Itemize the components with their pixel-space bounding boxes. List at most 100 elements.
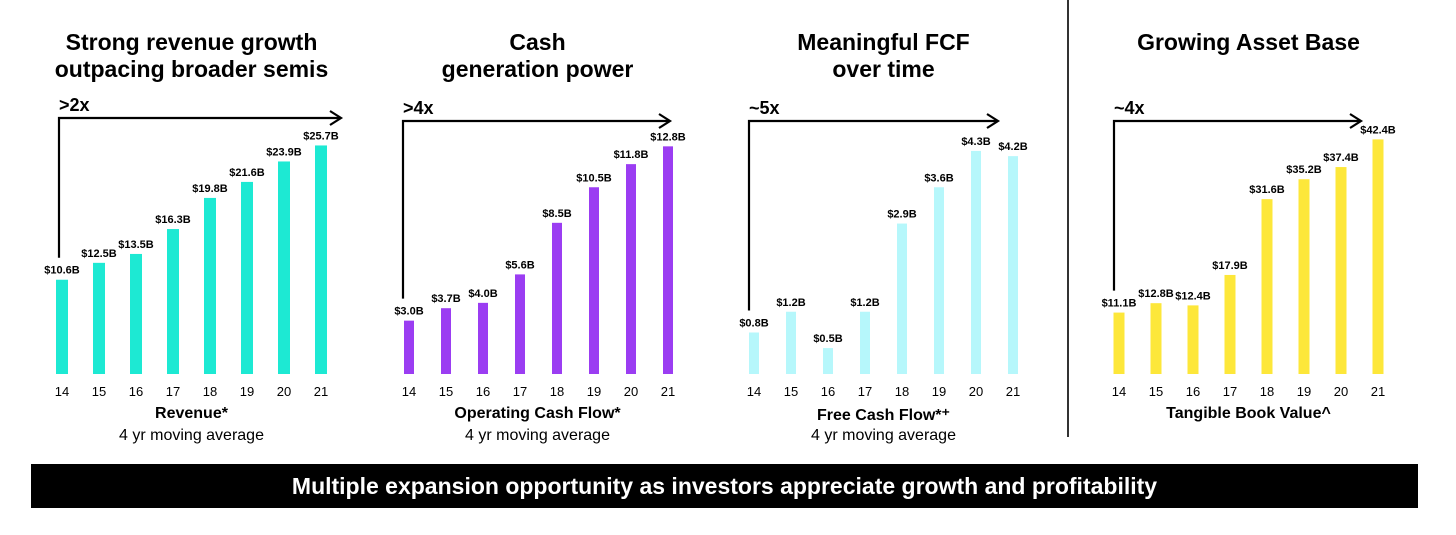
bar-20 xyxy=(278,161,290,374)
growth-multiplier: >4x xyxy=(403,98,434,118)
bar-chart-free-cash-flow: $0.8B 14 $1.2B 15 $0.5B 16 $1.2B 17 $2.9B 18 $3.6B… xyxy=(739,98,1027,399)
x-tick-label-21: 21 xyxy=(1371,384,1385,399)
x-tick-label-16: 16 xyxy=(129,384,143,399)
arrow-head-icon xyxy=(658,113,673,129)
growth-multiplier: ~5x xyxy=(749,98,780,118)
bar-chart-tangible-book-value: $11.1B 14 $12.8B 15 $12.4B 16 $17.9B 17 $31.6B 18… xyxy=(1102,98,1396,399)
bar-14 xyxy=(749,332,759,374)
chart-caption: Revenue* xyxy=(155,405,228,422)
data-label-15: $12.8B xyxy=(1138,288,1174,300)
x-tick-label-14: 14 xyxy=(747,384,761,399)
data-label-16: $12.4B xyxy=(1175,290,1211,302)
data-label-15: $1.2B xyxy=(776,297,805,309)
data-label-20: $23.9B xyxy=(266,146,302,158)
chart-title-line-1: Meaningful FCF xyxy=(797,29,970,55)
x-tick-label-17: 17 xyxy=(1223,384,1237,399)
chart-title-line-1: Cash xyxy=(509,29,566,55)
data-label-21: $25.7B xyxy=(303,130,339,142)
growth-multiplier: >2x xyxy=(59,95,90,115)
x-tick-label-17: 17 xyxy=(166,384,180,399)
arrow-head-icon xyxy=(1349,113,1364,129)
data-label-17: $5.6B xyxy=(505,259,534,271)
chart-title-line-2: outpacing broader semis xyxy=(54,56,329,82)
bar-15 xyxy=(786,311,796,374)
data-label-20: $4.3B xyxy=(961,136,990,148)
x-tick-label-20: 20 xyxy=(277,384,291,399)
data-label-14: $10.6B xyxy=(44,265,80,277)
chart-caption: Free Cash Flow*⁺ xyxy=(817,407,950,424)
x-tick-label-21: 21 xyxy=(314,384,328,399)
x-tick-label-19: 19 xyxy=(932,384,946,399)
x-tick-label-15: 15 xyxy=(439,384,453,399)
data-label-16: $0.5B xyxy=(813,333,842,345)
chart-title: Growing Asset Base xyxy=(1062,29,1435,56)
chart-panel-revenue: Strong revenue growth outpacing broader … xyxy=(0,0,383,450)
growth-arrow xyxy=(401,119,669,299)
bar-18 xyxy=(552,222,562,374)
data-label-19: $3.6B xyxy=(924,172,953,184)
bar-15 xyxy=(441,308,451,374)
data-label-19: $10.5B xyxy=(576,172,612,184)
chart-title: Cash generation power xyxy=(346,29,729,83)
x-tick-label-14: 14 xyxy=(402,384,416,399)
chart-panel-operating-cash-flow: Cash generation power $3.0B 14 $3.7B 15 $4.0… xyxy=(346,0,729,450)
bar-17 xyxy=(167,229,179,374)
chart-title-line-1: Growing Asset Base xyxy=(1137,29,1360,55)
data-label-14: $0.8B xyxy=(739,318,768,330)
bottom-banner: Multiple expansion opportunity as invest… xyxy=(31,464,1418,508)
x-tick-label-17: 17 xyxy=(858,384,872,399)
chart-caption: Operating Cash Flow* xyxy=(454,405,621,422)
bar-17 xyxy=(1224,274,1236,374)
chart-title-line-2: over time xyxy=(832,56,935,82)
data-label-18: $2.9B xyxy=(887,209,916,221)
x-tick-label-21: 21 xyxy=(661,384,675,399)
data-label-17: $17.9B xyxy=(1212,260,1248,272)
x-tick-label-20: 20 xyxy=(969,384,983,399)
bar-19 xyxy=(934,187,944,374)
data-label-18: $31.6B xyxy=(1249,184,1285,196)
bar-16 xyxy=(130,253,142,374)
data-label-14: $11.1B xyxy=(1102,298,1137,310)
data-label-21: $42.4B xyxy=(1360,124,1396,136)
bar-16 xyxy=(478,302,488,374)
data-label-17: $16.3B xyxy=(155,214,191,226)
chart-panel-tangible-book-value: Growing Asset Base $11.1B 14 $12.8B 15 $12.4… xyxy=(1062,0,1435,450)
x-tick-label-18: 18 xyxy=(550,384,564,399)
x-tick-label-17: 17 xyxy=(513,384,527,399)
bar-17 xyxy=(860,311,870,374)
x-tick-label-18: 18 xyxy=(895,384,909,399)
arrow-head-icon xyxy=(986,113,1001,129)
growth-multiplier: ~4x xyxy=(1114,98,1145,118)
bar-19 xyxy=(241,181,253,374)
data-label-19: $21.6B xyxy=(229,167,265,179)
bar-20 xyxy=(1335,167,1347,374)
bar-15 xyxy=(93,262,105,374)
bar-17 xyxy=(515,274,525,374)
x-tick-label-16: 16 xyxy=(476,384,490,399)
bar-chart-revenue: $10.6B 14 $12.5B 15 $13.5B 16 $16.3B 17 $19.8B 18… xyxy=(44,95,344,399)
bar-21 xyxy=(1008,156,1018,374)
x-tick-label-15: 15 xyxy=(784,384,798,399)
data-label-18: $8.5B xyxy=(542,208,571,220)
growth-arrow xyxy=(747,119,997,311)
bar-14 xyxy=(1113,312,1125,374)
bar-16 xyxy=(1187,305,1199,374)
chart-title: Meaningful FCF over time xyxy=(692,29,1075,83)
chart-caption: Tangible Book Value^ xyxy=(1166,405,1331,422)
bar-20 xyxy=(626,164,636,374)
x-tick-label-19: 19 xyxy=(587,384,601,399)
data-label-20: $37.4B xyxy=(1323,152,1359,164)
data-label-16: $4.0B xyxy=(468,288,497,300)
chart-panel-free-cash-flow: Meaningful FCF over time $0.8B 14 $1.2B 15 $… xyxy=(692,0,1075,450)
x-tick-label-19: 19 xyxy=(1297,384,1311,399)
data-label-15: $12.5B xyxy=(81,248,117,260)
data-label-15: $3.7B xyxy=(431,293,460,305)
data-label-18: $19.8B xyxy=(192,183,228,195)
x-tick-label-14: 14 xyxy=(1112,384,1126,399)
chart-title-line-2: generation power xyxy=(441,56,634,82)
data-label-21: $4.2B xyxy=(998,141,1027,153)
growth-arrow xyxy=(57,116,340,258)
bar-14 xyxy=(404,320,414,374)
panel-divider xyxy=(1067,0,1069,437)
data-label-21: $12.8B xyxy=(650,131,686,143)
